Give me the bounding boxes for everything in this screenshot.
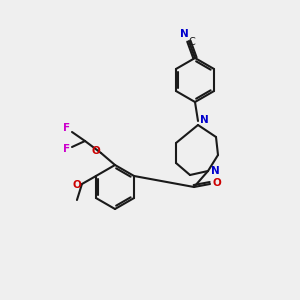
Text: F: F [63,144,70,154]
Text: C: C [188,37,195,47]
Text: N: N [211,166,219,176]
Text: N: N [181,29,189,39]
Text: O: O [213,178,221,188]
Text: F: F [63,123,70,133]
Text: O: O [92,146,100,156]
Text: N: N [200,115,208,125]
Text: O: O [73,180,81,190]
